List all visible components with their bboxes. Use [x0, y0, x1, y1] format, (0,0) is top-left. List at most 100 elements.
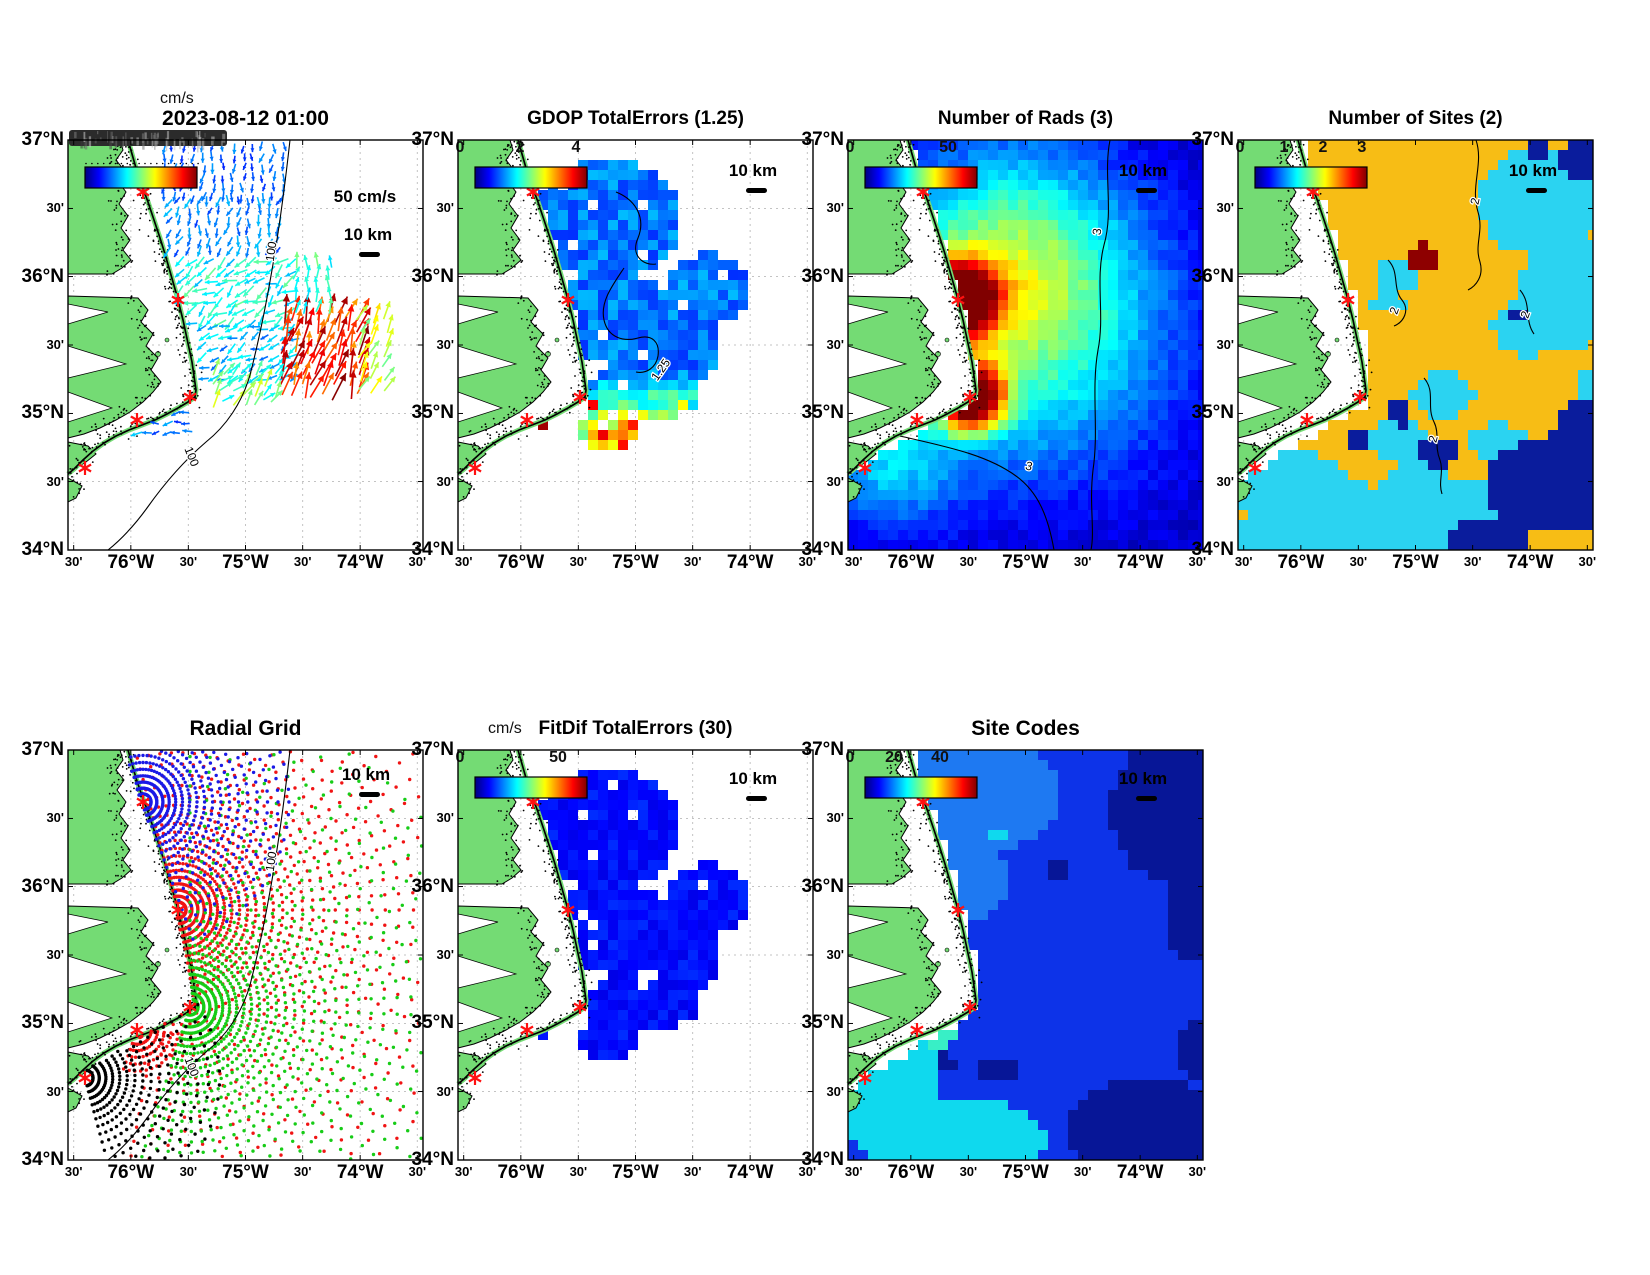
- x-axis-tick-label: 76°W: [107, 1162, 155, 1183]
- colorbar: [864, 776, 978, 799]
- km-scale-bar: [359, 252, 380, 257]
- map-border: [1237, 139, 1594, 551]
- y-axis-tick-label: 30': [436, 810, 454, 826]
- panel-numsites: 2 2 2 2 0 1 2 3 10 km Number of Sites (2) 37°N 30' 3…: [1192, 108, 1597, 573]
- x-axis-tick-label: 30': [1188, 1164, 1207, 1179]
- map-border: [457, 139, 814, 551]
- x-axis-tick-label: 30': [408, 1164, 427, 1179]
- radial-grid-dots: [85, 749, 424, 1161]
- x-axis-tick-label: 74°W: [1116, 1162, 1164, 1183]
- map-fitdif: 0 50 10 km: [456, 749, 814, 1161]
- y-axis-tick-label: 30': [46, 473, 64, 489]
- colorbar-tick-label: 0: [1236, 139, 1245, 156]
- x-axis-tick-label: 30': [293, 554, 312, 569]
- panel-gdop: 1.25 0 2 4 10 km GDOP TotalErrors (1.25) 37°N 3…: [412, 108, 817, 573]
- y-axis-tick-label: 30': [826, 473, 844, 489]
- colorbar-tick-label: 20: [885, 749, 903, 766]
- x-axis-tick-label: 30': [454, 1164, 473, 1179]
- colorbar-tick-label: 0: [846, 749, 855, 766]
- km-scale-bar: [359, 792, 380, 797]
- colorbar-tick-label: 50: [549, 749, 567, 766]
- x-axis-tick-label: 30': [408, 554, 427, 569]
- y-axis-tick-label: 37°N: [801, 129, 844, 150]
- y-axis-tick-label: 35°N: [801, 1012, 844, 1034]
- y-axis-tick-label: 34°N: [411, 1149, 454, 1170]
- y-axis-tick-label: 30': [46, 200, 64, 216]
- panel-radialgrid: 100 100 10 km Radial Grid 37°N 30' 36°N 30' 35°N…: [22, 717, 427, 1183]
- x-axis-tick-label: 74°W: [1116, 552, 1164, 573]
- colorbar-tick-label: 1: [1280, 139, 1289, 156]
- x-axis-tick-label: 76°W: [497, 552, 545, 573]
- y-axis-tick-label: 30': [436, 473, 454, 489]
- panel-totals: 100 100 10 km 50 cm/s 2023-08-12 01:00 cm/s 37…: [22, 90, 427, 573]
- map-border: [67, 749, 424, 1161]
- radar-site-markers: [858, 185, 977, 475]
- y-axis-tick-label: 36°N: [21, 265, 64, 287]
- y-axis-tick-label: 30': [436, 200, 454, 216]
- x-axis-tick-label: 30': [844, 1164, 863, 1179]
- isobath-label: 100: [263, 850, 280, 872]
- x-axis-tick-label: 30': [798, 554, 817, 569]
- current-vector-layer: [130, 141, 397, 437]
- radar-site-markers: [468, 795, 587, 1085]
- y-axis-tick-label: 34°N: [801, 539, 844, 560]
- contour-lines: [899, 139, 1111, 551]
- isobath-100m: [107, 749, 291, 1161]
- x-axis-tick-label: 30': [683, 554, 702, 569]
- panel-title: GDOP TotalErrors (1.25): [527, 108, 744, 129]
- map-border: [67, 139, 424, 551]
- radar-site-markers: [78, 795, 197, 1085]
- x-axis-tick-label: 76°W: [107, 552, 155, 573]
- km-scale-label: 10 km: [1509, 161, 1557, 180]
- isobath-label: 100: [263, 240, 280, 262]
- panel-title: Number of Sites (2): [1328, 108, 1503, 129]
- x-axis-tick-label: 30': [1073, 554, 1092, 569]
- y-axis-tick-label: 30': [436, 947, 454, 962]
- x-axis-tick-label: 74°W: [336, 1162, 384, 1183]
- colorbar: [864, 166, 978, 189]
- x-axis-tick-label: 30': [1578, 554, 1597, 569]
- y-axis-tick-label: 37°N: [21, 129, 64, 150]
- y-axis-tick-label: 30': [1216, 337, 1234, 352]
- y-axis-tick-label: 36°N: [801, 875, 844, 897]
- colorbar-tick-label: 2: [516, 139, 525, 156]
- x-axis-tick-label: 76°W: [1277, 552, 1325, 573]
- y-axis-tick-label: 37°N: [21, 739, 64, 760]
- coast-stipple: [848, 750, 983, 1108]
- panel-title: Site Codes: [971, 717, 1080, 740]
- x-axis-tick-label: 30': [1463, 554, 1482, 569]
- x-axis-tick-label: 75°W: [612, 552, 659, 573]
- y-axis-tick-label: 30': [826, 1083, 844, 1099]
- y-axis-tick-label: 34°N: [1191, 539, 1234, 560]
- y-axis-tick-label: 34°N: [801, 1149, 844, 1170]
- colorbar-tick-label: 0: [456, 749, 465, 766]
- colorbar-tick-label: 0: [456, 139, 465, 156]
- km-scale-bar: [1526, 188, 1547, 193]
- km-scale-bar: [1136, 796, 1157, 801]
- x-axis-tick-label: 30': [959, 1164, 978, 1179]
- y-axis-tick-label: 36°N: [411, 265, 454, 287]
- km-scale-label: 10 km: [1119, 769, 1167, 788]
- panel-title: FitDif TotalErrors (30): [538, 718, 733, 739]
- x-axis-tick-label: 75°W: [612, 1162, 659, 1183]
- map-border: [847, 139, 1204, 551]
- y-axis-tick-label: 35°N: [21, 1012, 64, 1034]
- coast-stipple: [458, 140, 593, 498]
- y-axis-tick-label: 34°N: [411, 539, 454, 560]
- y-axis-tick-label: 30': [1216, 473, 1234, 489]
- km-scale-label: 10 km: [344, 225, 392, 244]
- y-axis-tick-label: 30': [826, 947, 844, 962]
- x-axis-tick-label: 30': [179, 554, 198, 569]
- y-axis-tick-label: 37°N: [411, 739, 454, 760]
- y-axis-tick-label: 34°N: [21, 1149, 64, 1170]
- x-axis-tick-label: 74°W: [726, 552, 774, 573]
- colorbar: [84, 162, 199, 189]
- land-layer: [66, 749, 203, 1113]
- x-axis-tick-label: 75°W: [222, 1162, 269, 1183]
- y-axis-tick-label: 35°N: [801, 402, 844, 424]
- y-axis-tick-label: 35°N: [411, 402, 454, 424]
